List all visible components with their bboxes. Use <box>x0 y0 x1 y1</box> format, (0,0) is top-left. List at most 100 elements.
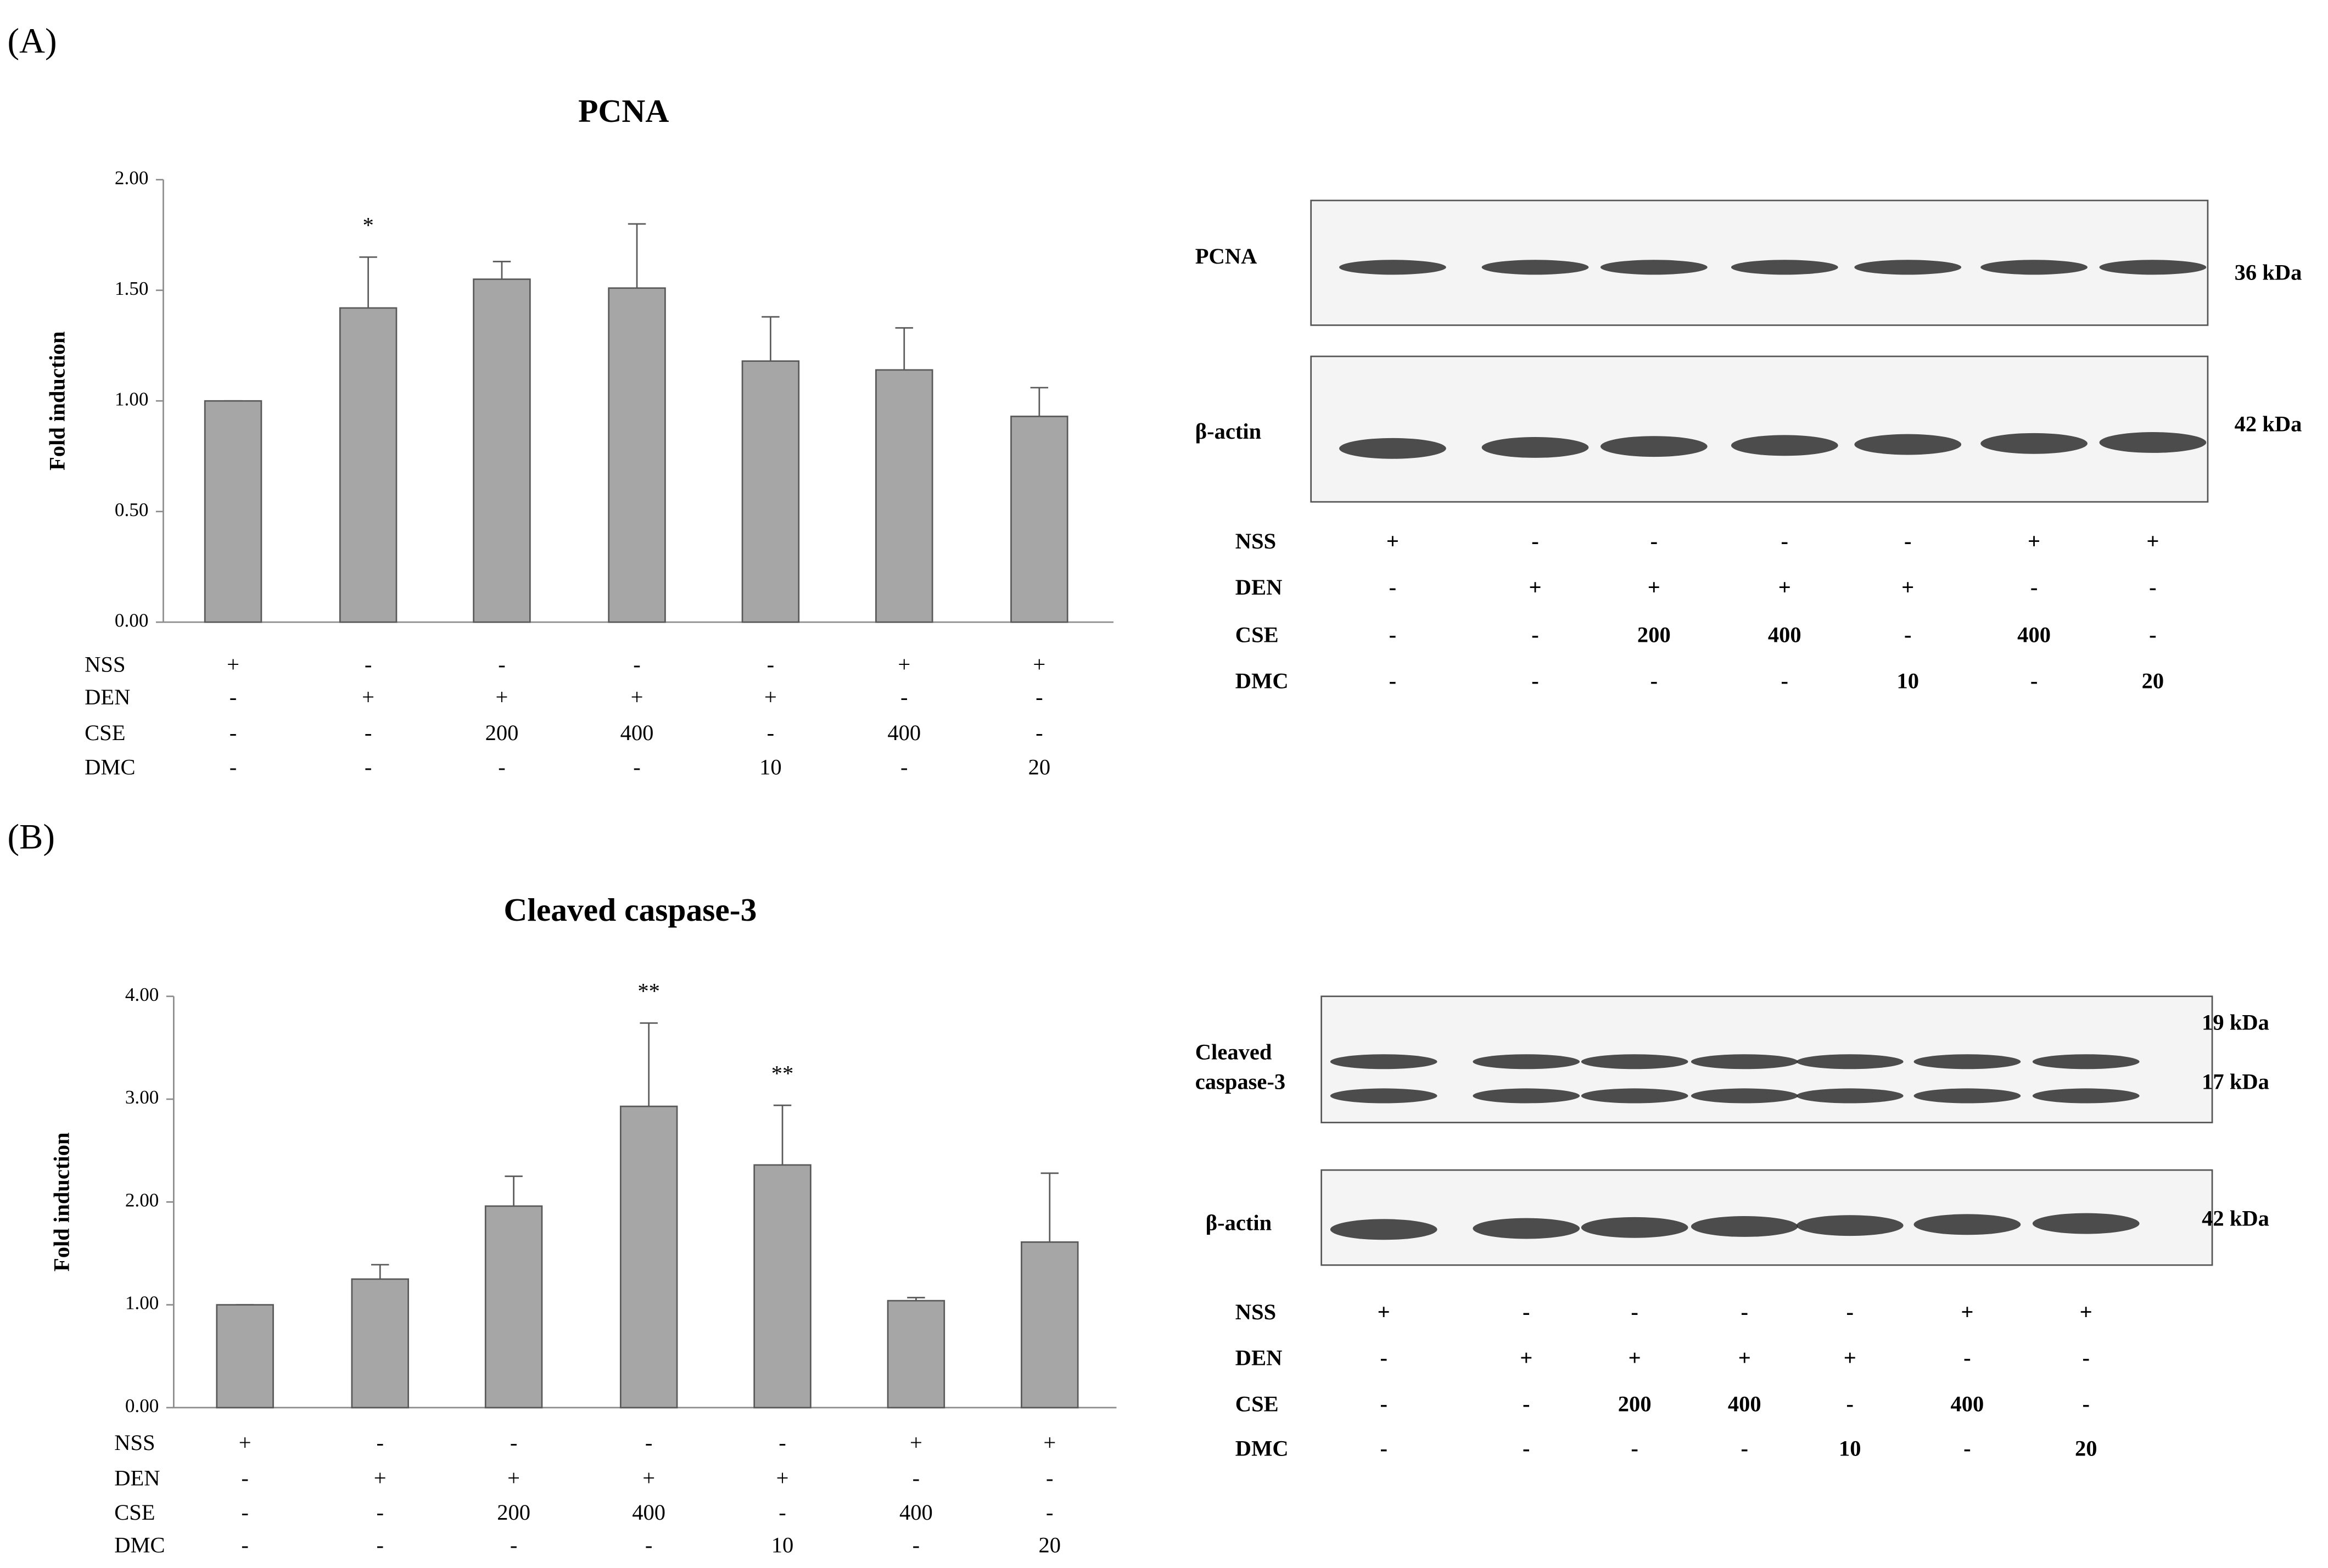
band <box>2099 260 2207 275</box>
condition-value: + <box>1778 575 1791 600</box>
band <box>1854 434 1962 455</box>
condition-value: 200 <box>497 1500 530 1525</box>
condition-value: - <box>1650 529 1658 553</box>
band <box>2032 1054 2140 1069</box>
bar <box>1010 416 1068 623</box>
condition-value: 200 <box>485 720 519 745</box>
bar <box>204 400 262 623</box>
condition-value: - <box>1650 668 1658 693</box>
condition-value: - <box>1531 623 1539 647</box>
condition-name: CSE <box>114 1500 155 1525</box>
condition-value: 400 <box>1728 1392 1761 1416</box>
condition-value: + <box>1648 575 1660 600</box>
bar <box>619 1105 678 1409</box>
condition-value: + <box>1043 1430 1056 1455</box>
condition-value: 400 <box>1950 1392 1984 1416</box>
condition-value: - <box>1380 1346 1387 1370</box>
condition-value: - <box>913 1532 920 1557</box>
condition-value: + <box>1529 575 1541 600</box>
bar <box>473 278 531 623</box>
band <box>1980 433 2088 454</box>
condition-value: - <box>645 1430 653 1455</box>
blot-row-label: caspase-3 <box>1195 1069 1285 1094</box>
condition-name: NSS <box>1235 1300 1276 1324</box>
condition-value: - <box>1523 1436 1530 1461</box>
condition-name: DEN <box>85 685 130 709</box>
y-tick-label: 0.00 <box>115 609 148 631</box>
significance: * <box>362 213 373 238</box>
condition-name: DMC <box>114 1532 165 1557</box>
condition-value: - <box>1046 1466 1054 1491</box>
condition-value: - <box>1741 1436 1749 1461</box>
band <box>2099 432 2207 453</box>
condition-value: - <box>1963 1346 1971 1370</box>
blot-row-label: PCNA <box>1195 244 1257 268</box>
band <box>1581 1054 1688 1069</box>
condition-value: - <box>1781 529 1789 553</box>
condition-value: - <box>779 1500 786 1525</box>
panel-label: (A) <box>8 21 57 61</box>
blot-row-label: β-actin <box>1206 1211 1272 1235</box>
blot-row-label: β-actin <box>1195 419 1261 444</box>
band <box>1600 436 1708 457</box>
condition-value: 400 <box>899 1500 933 1525</box>
bar <box>216 1304 274 1409</box>
bar <box>753 1164 812 1409</box>
condition-value: - <box>498 652 506 677</box>
condition-value: - <box>1036 720 1043 745</box>
condition-value: - <box>365 720 372 745</box>
condition-value: + <box>898 652 910 677</box>
condition-name: NSS <box>1235 529 1276 553</box>
y-tick-label: 3.00 <box>125 1087 159 1108</box>
band <box>1581 1217 1688 1238</box>
condition-value: - <box>365 652 372 677</box>
condition-value: - <box>376 1430 384 1455</box>
y-tick-label: 2.00 <box>115 167 148 188</box>
condition-value: - <box>1631 1300 1638 1324</box>
condition-value: 10 <box>1896 668 1919 693</box>
condition-name: CSE <box>1235 623 1279 647</box>
condition-value: 10 <box>759 754 782 779</box>
panel-label: (B) <box>8 817 55 857</box>
condition-value: - <box>767 652 775 677</box>
band <box>1731 260 1838 275</box>
condition-value: + <box>239 1430 251 1455</box>
condition-value: - <box>1523 1300 1530 1324</box>
condition-value: 400 <box>887 720 921 745</box>
condition-value: - <box>230 720 237 745</box>
band <box>2032 1213 2140 1234</box>
band <box>2032 1088 2140 1104</box>
condition-value: + <box>1520 1346 1532 1370</box>
condition-value: - <box>1846 1392 1854 1416</box>
condition-value: - <box>376 1532 384 1557</box>
condition-value: - <box>1631 1436 1638 1461</box>
y-tick-label: 0.00 <box>125 1395 159 1416</box>
condition-name: DMC <box>85 754 135 779</box>
bar <box>351 1278 409 1409</box>
band <box>1913 1088 2021 1104</box>
condition-value: - <box>1963 1436 1971 1461</box>
condition-value: - <box>633 754 641 779</box>
condition-value: - <box>1904 623 1912 647</box>
condition-value: + <box>1738 1346 1751 1370</box>
condition-value: - <box>1036 685 1043 709</box>
blot-frame <box>1310 355 2209 503</box>
band <box>1481 260 1589 275</box>
condition-value: + <box>1386 529 1399 553</box>
condition-value: - <box>1046 1500 1054 1525</box>
condition-value: + <box>2146 529 2159 553</box>
condition-value: - <box>2030 668 2038 693</box>
condition-value: + <box>1378 1300 1390 1324</box>
condition-value: 400 <box>632 1500 665 1525</box>
band <box>1691 1054 1798 1069</box>
kda-label: 42 kDa <box>2235 412 2302 436</box>
condition-name: NSS <box>114 1430 155 1455</box>
condition-value: + <box>1033 652 1045 677</box>
condition-value: - <box>633 652 641 677</box>
condition-value: - <box>1741 1300 1749 1324</box>
condition-value: - <box>645 1532 653 1557</box>
y-axis-label: Fold induction <box>44 331 69 471</box>
band <box>1581 1088 1688 1104</box>
kda-label: 42 kDa <box>2202 1206 2269 1230</box>
condition-value: - <box>2030 575 2038 600</box>
